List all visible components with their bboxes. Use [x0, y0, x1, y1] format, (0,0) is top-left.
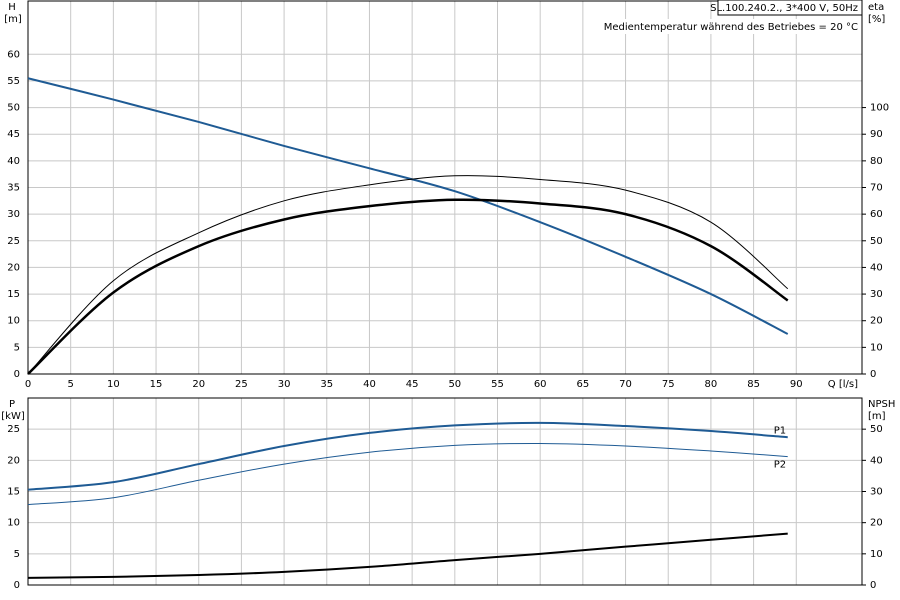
chart-subtitle: Medientemperatur während des Betriebes =… [604, 22, 858, 33]
y-tick-label: 0 [14, 369, 20, 380]
x-tick-label: 15 [150, 379, 163, 390]
curve [27, 442, 788, 506]
y2-tick-label: 70 [870, 183, 883, 194]
y2-tick-label: 50 [870, 424, 883, 435]
y-tick-label: 25 [7, 424, 20, 435]
chart-title: SL.100.240.2., 3*400 V, 50Hz [710, 3, 858, 14]
y-tick-label: 40 [7, 156, 20, 167]
y2-tick-label: 30 [870, 289, 883, 300]
y2-tick-label: 40 [870, 262, 883, 273]
x-tick-label: 45 [406, 379, 419, 390]
x-tick-label: 10 [107, 379, 120, 390]
y-tick-label: 20 [7, 455, 20, 466]
x-tick-label: 30 [278, 379, 291, 390]
y-tick-label: 20 [7, 262, 20, 273]
x-tick-label: 75 [662, 379, 675, 390]
y2-tick-label: 10 [870, 342, 883, 353]
x-tick-label: 0 [25, 379, 31, 390]
y2-tick-label: 80 [870, 156, 883, 167]
subtitle-bg [625, 19, 861, 34]
y-tick-label: 30 [7, 209, 20, 220]
y-tick-label: 45 [7, 129, 20, 140]
x-tick-label: 85 [747, 379, 760, 390]
y2-tick-label: 10 [870, 549, 883, 560]
x-tick-label: 20 [192, 379, 205, 390]
x-label: Q [l/s] [828, 379, 858, 390]
y2-unit: [m] [868, 411, 886, 422]
x-tick-label: 55 [491, 379, 504, 390]
y-tick-label: 55 [7, 76, 20, 87]
y2-tick-label: 60 [870, 209, 883, 220]
y2-tick-label: 30 [870, 487, 883, 498]
y-tick-label: 0 [14, 580, 20, 591]
x-tick-label: 25 [235, 379, 248, 390]
y2-tick-label: 0 [870, 369, 876, 380]
x-tick-label: 50 [448, 379, 461, 390]
series-label: P1 [774, 425, 786, 436]
y-tick-label: 10 [7, 518, 20, 529]
y-tick-label: 15 [7, 487, 20, 498]
y2-label: eta [868, 2, 884, 13]
y-tick-label: 5 [14, 342, 20, 353]
y2-tick-label: 90 [870, 129, 883, 140]
y-tick-label: 10 [7, 316, 20, 327]
x-tick-label: 90 [790, 379, 803, 390]
x-tick-label: 70 [619, 379, 632, 390]
y2-tick-label: 20 [870, 518, 883, 529]
plot-frame [27, 0, 863, 375]
y-label: H [8, 2, 16, 13]
y2-label: NPSH [868, 399, 895, 410]
x-tick-label: 40 [363, 379, 376, 390]
series-label: P2 [774, 460, 786, 471]
y2-tick-label: 20 [870, 316, 883, 327]
y2-tick-label: 40 [870, 455, 883, 466]
y2-tick-label: 50 [870, 236, 883, 247]
y-tick-label: 60 [7, 49, 20, 60]
y-tick-label: 25 [7, 236, 20, 247]
x-tick-label: 65 [576, 379, 589, 390]
x-tick-label: 60 [534, 379, 547, 390]
curve [27, 198, 789, 375]
y-unit: [kW] [1, 411, 25, 422]
y-tick-label: 5 [14, 549, 20, 560]
y2-tick-label: 0 [870, 580, 876, 591]
title-box [717, 0, 863, 16]
y2-unit: [%] [868, 14, 885, 25]
y-tick-label: 15 [7, 289, 20, 300]
x-label-bg [828, 377, 860, 391]
x-tick-label: 35 [320, 379, 333, 390]
y-tick-label: 50 [7, 103, 20, 114]
y-label: P [9, 399, 15, 410]
plot-frame [27, 397, 863, 586]
curve [27, 421, 788, 491]
curve [27, 532, 788, 579]
y2-tick-label: 100 [870, 103, 889, 114]
y-tick-label: 35 [7, 183, 20, 194]
x-tick-label: 80 [705, 379, 718, 390]
x-tick-label: 5 [67, 379, 73, 390]
curve [27, 175, 789, 375]
y-unit: [m] [4, 14, 22, 25]
